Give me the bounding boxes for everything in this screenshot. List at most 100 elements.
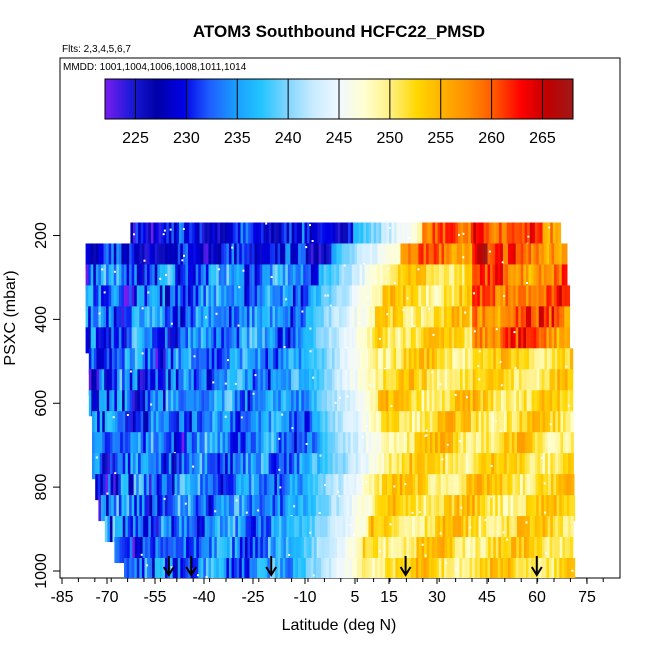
heatmap-cell xyxy=(493,222,498,249)
heatmap-cell xyxy=(226,495,230,522)
heatmap-cell xyxy=(144,558,148,578)
heatmap-cell xyxy=(415,306,419,333)
heatmap-cell xyxy=(125,453,129,480)
heatmap-cell xyxy=(190,495,194,522)
heatmap-cell xyxy=(528,264,532,291)
heatmap-cell xyxy=(308,327,312,354)
heatmap-cell xyxy=(418,285,422,312)
heatmap-cell xyxy=(153,432,157,459)
heatmap-cell xyxy=(213,264,217,291)
heatmap-cell xyxy=(231,558,235,578)
heatmap-cell xyxy=(347,537,351,564)
heatmap-cell xyxy=(97,411,101,438)
heatmap-cell xyxy=(313,264,317,291)
heatmap-cell xyxy=(209,537,213,564)
heatmap-cell xyxy=(115,453,119,480)
heatmap-cell xyxy=(122,411,126,438)
heatmap-cell xyxy=(533,306,537,333)
heatmap-cell xyxy=(101,348,105,375)
heatmap-cell xyxy=(132,390,136,417)
heatmap-cell xyxy=(173,516,178,543)
heatmap-cell xyxy=(378,537,382,564)
heatmap-cell xyxy=(319,390,323,417)
heatmap-cell xyxy=(329,537,333,564)
heatmap-cell xyxy=(141,243,146,270)
heatmap-cell xyxy=(136,558,140,578)
missing-point xyxy=(163,229,166,232)
heatmap-cell xyxy=(440,222,444,249)
missing-point xyxy=(184,502,187,505)
heatmap-cell xyxy=(327,222,331,249)
heatmap-cell xyxy=(209,453,213,480)
heatmap-cell xyxy=(217,453,221,480)
missing-point xyxy=(413,325,416,328)
heatmap-cell xyxy=(390,537,395,564)
heatmap-cell xyxy=(514,453,518,480)
heatmap-cell xyxy=(339,243,343,270)
heatmap-cell xyxy=(431,390,435,417)
heatmap-cell xyxy=(202,474,206,501)
heatmap-cell xyxy=(372,243,376,270)
heatmap-cell xyxy=(175,495,179,522)
heatmap-cell xyxy=(156,432,160,459)
heatmap-cell xyxy=(147,558,151,578)
heatmap-cell xyxy=(483,537,487,564)
heatmap-cell xyxy=(456,495,460,522)
heatmap-cell xyxy=(495,390,499,417)
colorbar-tick-label: 255 xyxy=(427,130,454,147)
heatmap-cell xyxy=(202,516,206,543)
heatmap-cell xyxy=(531,327,535,354)
heatmap-cell xyxy=(570,453,574,480)
missing-point xyxy=(169,228,172,231)
heatmap-cell xyxy=(406,537,410,564)
heatmap-cell xyxy=(531,390,535,417)
heatmap-cell xyxy=(349,348,354,375)
heatmap-cell xyxy=(355,516,359,543)
heatmap-cell xyxy=(501,453,505,480)
heatmap-cell xyxy=(490,537,494,564)
heatmap-cell xyxy=(387,285,391,312)
heatmap-cell xyxy=(205,327,210,354)
heatmap-cell xyxy=(354,495,358,522)
heatmap-cell xyxy=(499,432,503,459)
heatmap-cell xyxy=(169,474,173,501)
heatmap-cell xyxy=(163,516,167,543)
missing-point xyxy=(439,383,442,386)
heatmap-cell xyxy=(211,243,215,270)
heatmap-cell xyxy=(162,264,166,291)
heatmap-cell xyxy=(161,432,165,459)
heatmap-cell xyxy=(173,432,178,459)
heatmap-cell xyxy=(345,453,349,480)
heatmap-cell xyxy=(285,306,289,333)
missing-point xyxy=(441,458,444,461)
heatmap-cell xyxy=(196,537,200,564)
heatmap-cell xyxy=(323,285,327,312)
heatmap-cell xyxy=(355,432,359,459)
heatmap-cell xyxy=(504,222,508,249)
heatmap-cell xyxy=(567,369,571,396)
heatmap-cell xyxy=(180,285,184,312)
heatmap-cell xyxy=(111,348,115,375)
heatmap-cell xyxy=(310,243,315,270)
heatmap-cell xyxy=(191,432,195,459)
heatmap-cell xyxy=(515,243,519,270)
heatmap-cell xyxy=(284,453,288,480)
heatmap-cell xyxy=(321,243,325,270)
heatmap-cell xyxy=(454,327,458,354)
heatmap-cell xyxy=(461,306,466,333)
heatmap-cell xyxy=(121,306,125,333)
missing-point xyxy=(141,307,144,310)
heatmap-cell xyxy=(168,390,172,417)
heatmap-cell xyxy=(132,348,136,375)
heatmap-cell xyxy=(449,306,453,333)
heatmap-cell xyxy=(219,390,223,417)
heatmap-cell xyxy=(159,285,163,312)
heatmap-cell xyxy=(552,432,556,459)
heatmap-cell xyxy=(314,432,318,459)
heatmap-cell xyxy=(106,264,110,291)
heatmap-cell xyxy=(173,390,177,417)
heatmap-cell xyxy=(267,327,271,354)
heatmap-cell xyxy=(304,222,308,249)
heatmap-cell xyxy=(364,327,368,354)
